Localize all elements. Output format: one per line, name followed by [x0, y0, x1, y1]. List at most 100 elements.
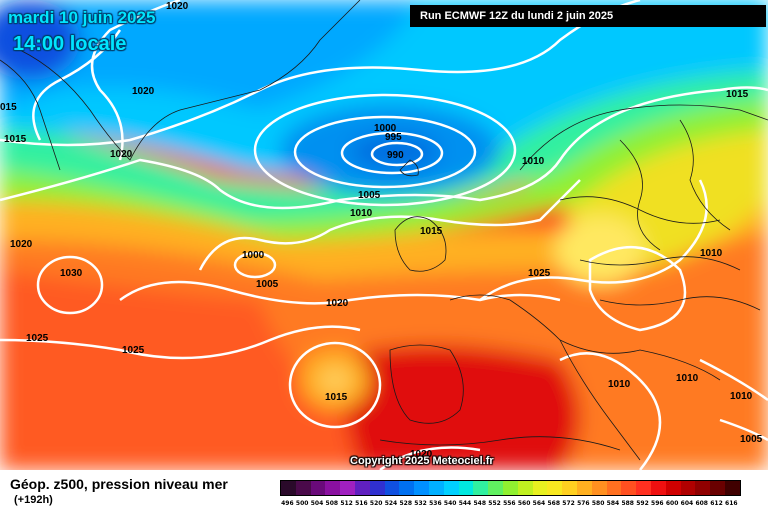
- color-scale-swatch: [606, 481, 622, 495]
- color-scale-tick: 520: [369, 500, 383, 507]
- pressure-label: 1025: [528, 268, 551, 279]
- coastlines: [0, 0, 768, 461]
- pressure-label: 1010: [608, 379, 631, 390]
- color-scale-swatch: [310, 481, 326, 495]
- color-scale-tick: 560: [517, 500, 531, 507]
- color-scale-tick: 500: [295, 500, 309, 507]
- pressure-label: 1000: [242, 250, 265, 261]
- color-scale-tick: 552: [488, 500, 501, 507]
- color-scale-swatch: [576, 481, 592, 495]
- legend-bar: Géop. z500, pression niveau mer (+192h) …: [0, 470, 768, 512]
- copyright-notice: Copyright 2025 Meteociel.fr: [350, 455, 494, 467]
- color-scale-swatch: [547, 481, 563, 495]
- color-scale-tick: 564: [532, 500, 546, 507]
- color-scale-swatch: [650, 481, 666, 495]
- pressure-label: 1015: [4, 134, 27, 145]
- color-scale-tick: 604: [680, 500, 694, 507]
- color-scale-tick: 588: [621, 500, 634, 507]
- color-scale-swatch: [517, 481, 533, 495]
- color-scale-swatch: [680, 481, 696, 495]
- color-scale-tick: 528: [399, 500, 413, 507]
- pressure-label: 1015: [325, 392, 348, 403]
- color-scale-tick: 516: [355, 500, 368, 507]
- color-scale-swatch: [414, 481, 429, 495]
- color-scale-tick: 508: [325, 500, 339, 507]
- color-scale-tick: 540: [443, 500, 457, 507]
- color-scale-ticks: 496 500 504 508 512 516 520 524 528 532 536 540 544 5…: [280, 500, 739, 510]
- pressure-label: 1025: [122, 345, 145, 356]
- color-scale-swatch: [458, 481, 474, 495]
- pressure-label: 1005: [358, 190, 381, 201]
- color-scale-swatch: [502, 481, 518, 495]
- weather-map: 1020 1020 1020 015 1015 1000 995 990 100…: [0, 0, 768, 470]
- color-scale-swatch: [724, 481, 740, 495]
- color-scale-tick: 580: [591, 500, 605, 507]
- pressure-label: 1005: [740, 434, 763, 445]
- pressure-label: 1010: [676, 373, 699, 384]
- pressure-label: 1010: [700, 248, 723, 259]
- color-scale-swatch: [325, 481, 341, 495]
- color-scale-swatch: [281, 481, 296, 495]
- pressure-label: 1020: [326, 298, 349, 309]
- color-scale-tick: 600: [665, 500, 679, 507]
- color-scale-swatch: [621, 481, 637, 495]
- pressure-label: 1005: [256, 279, 279, 290]
- pressure-label: 1020: [166, 1, 189, 12]
- color-scale-tick: 576: [577, 500, 590, 507]
- color-scale: [280, 480, 741, 496]
- forecast-time: 14:00 locale: [13, 33, 127, 55]
- legend-subtitle: (+192h): [14, 494, 53, 506]
- color-scale-swatch: [354, 481, 370, 495]
- pressure-label: 1020: [10, 239, 33, 250]
- color-scale-swatch: [369, 481, 385, 495]
- pressure-label: 1020: [110, 149, 133, 160]
- pressure-labels: 1020 1020 1020 015 1015 1000 995 990 100…: [0, 1, 763, 460]
- pressure-label: 995: [385, 132, 402, 143]
- color-scale-swatch: [340, 481, 355, 495]
- geopotential-field: [0, 0, 768, 470]
- color-scale-swatch: [295, 481, 311, 495]
- color-scale-tick: 496: [281, 500, 294, 507]
- pressure-label: 1000: [374, 123, 397, 134]
- pressure-label: 1010: [522, 156, 545, 167]
- pressure-label: 1020: [410, 449, 433, 460]
- map-canvas: 1020 1020 1020 015 1015 1000 995 990 100…: [0, 0, 768, 470]
- color-scale-swatch: [428, 481, 444, 495]
- color-scale-swatch: [695, 481, 711, 495]
- pressure-label: 1010: [730, 391, 753, 402]
- forecast-date: mardi 10 juin 2025: [8, 8, 156, 27]
- color-scale-swatch: [488, 481, 503, 495]
- pressure-label: 1030: [60, 268, 83, 279]
- color-scale-tick: 544: [458, 500, 472, 507]
- legend-title: Géop. z500, pression niveau mer: [10, 476, 228, 492]
- pressure-label: 1025: [26, 333, 49, 344]
- pressure-label: 1015: [420, 226, 443, 237]
- pressure-label: 1020: [132, 86, 155, 97]
- color-scale-tick: 596: [651, 500, 664, 507]
- pressure-label: 990: [387, 150, 404, 161]
- pressure-label: 015: [0, 102, 17, 113]
- color-scale-swatch: [399, 481, 415, 495]
- color-scale-tick: 568: [547, 500, 560, 507]
- color-scale-swatch: [710, 481, 725, 495]
- model-run-banner: Run ECMWF 12Z du lundi 2 juin 2025: [410, 5, 766, 27]
- color-scale-swatch: [443, 481, 459, 495]
- pressure-label: 1010: [350, 208, 373, 219]
- isobars: [0, 0, 768, 470]
- color-scale-tick: 504: [310, 500, 324, 507]
- color-scale-tick: 616: [725, 500, 738, 507]
- color-scale-tick: 608: [695, 500, 708, 507]
- color-scale-swatch: [473, 481, 489, 495]
- color-scale-tick: 548: [473, 500, 487, 507]
- color-scale-tick: 584: [606, 500, 620, 507]
- color-scale-tick: 572: [562, 500, 575, 507]
- color-scale-tick: 524: [384, 500, 398, 507]
- color-scale-swatch: [591, 481, 607, 495]
- color-scale-tick: 556: [503, 500, 516, 507]
- color-scale-tick: 532: [414, 500, 427, 507]
- color-scale-swatch: [636, 481, 651, 495]
- color-scale-swatch: [665, 481, 681, 495]
- color-scale-tick: 512: [340, 500, 353, 507]
- color-scale-tick: 592: [636, 500, 649, 507]
- color-scale-tick: 612: [710, 500, 723, 507]
